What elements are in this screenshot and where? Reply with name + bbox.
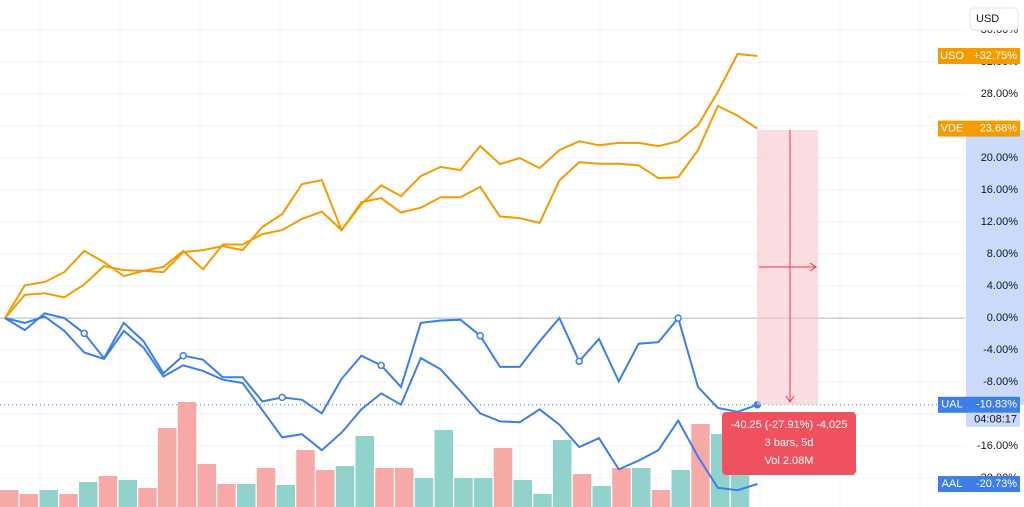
scale-highlight	[966, 130, 1024, 405]
point-marker	[80, 329, 88, 338]
name-badge	[938, 476, 966, 493]
volume-bar	[434, 430, 453, 507]
volume-bar	[671, 470, 690, 507]
volume-bar	[572, 474, 592, 507]
volume-bar	[256, 468, 276, 507]
volume-bar	[296, 450, 315, 507]
y-tick-label: -8.00%	[983, 376, 1018, 388]
volume-bar	[118, 480, 137, 507]
volume-bar	[79, 482, 98, 507]
volume-bar	[158, 428, 177, 507]
value-badge	[966, 476, 1020, 493]
point-marker	[476, 331, 484, 340]
name-badge	[938, 48, 966, 65]
measure-box	[722, 412, 856, 475]
volume-bar	[592, 486, 611, 507]
volume-bar	[39, 490, 58, 507]
volume-bar	[632, 468, 651, 507]
volume-bar	[316, 470, 335, 507]
measure-tool: -40.25 (-27.91%) -4,025 3 bars, 5d Vol 2…	[722, 130, 856, 475]
volume-bar	[19, 494, 39, 507]
volume-bar	[474, 478, 493, 507]
y-tick-label: 20.00%	[981, 152, 1019, 164]
lines	[4, 52, 762, 492]
volume-bar	[414, 478, 434, 507]
series-name: UAL	[941, 399, 962, 411]
price-scale: 36.00%32.00%28.00%24.00%20.00%16.00%12.0…	[938, 24, 1024, 493]
y-tick-label: -4.00%	[983, 344, 1018, 356]
measure-bars: 3 bars, 5d	[765, 437, 814, 449]
last-value: -10.83%	[976, 399, 1017, 411]
name-badge	[938, 396, 966, 413]
volume-bar	[0, 490, 19, 507]
volume-bar	[355, 436, 374, 507]
point-marker	[674, 314, 682, 322]
countdown-badge	[966, 412, 1020, 427]
series-name: VDE	[941, 123, 964, 135]
volume-bar	[651, 490, 671, 507]
point-marker	[278, 393, 286, 402]
series-line	[4, 52, 758, 319]
value-badge	[966, 48, 1020, 65]
volume-bar	[59, 494, 78, 507]
volume-bar	[493, 448, 513, 507]
name-badge	[938, 120, 966, 137]
series-line	[4, 104, 758, 319]
value-badge	[966, 120, 1020, 137]
volume-bar	[553, 440, 572, 507]
last-value: -20.73%	[976, 478, 1017, 490]
measure-arrow-head	[785, 395, 795, 403]
measure-arrow-head	[809, 262, 817, 272]
value-badge	[966, 396, 1020, 413]
measure-volume: Vol 2.08M	[765, 455, 814, 467]
series-name: USO	[940, 50, 964, 62]
point-marker	[179, 351, 187, 360]
last-value: 23.68%	[980, 123, 1018, 135]
volume-bar	[691, 424, 710, 507]
y-tick-label: 4.00%	[987, 280, 1018, 292]
currency[interactable]: USD	[976, 13, 999, 25]
series-name: AAL	[942, 478, 963, 490]
volume-bar	[98, 476, 118, 507]
volume-bar	[237, 484, 256, 507]
volume-pane	[0, 402, 750, 507]
y-tick-label: 12.00%	[981, 216, 1019, 228]
y-tick-label: 8.00%	[987, 248, 1018, 260]
volume-bar	[533, 494, 552, 507]
volume-bar	[138, 488, 157, 507]
volume-bar	[395, 468, 414, 507]
y-tick-label: 0.00%	[987, 312, 1018, 324]
y-tick-label: -16.00%	[977, 440, 1018, 452]
y-tick-label: 28.00%	[981, 88, 1019, 100]
series-line	[4, 315, 758, 492]
volume-bar	[197, 464, 216, 507]
point-marker	[575, 357, 583, 366]
volume-bar	[375, 468, 394, 507]
currency-button[interactable]	[969, 7, 1019, 31]
volume-bar	[335, 466, 355, 507]
measure-change: -40.25 (-27.91%) -4,025	[731, 419, 848, 431]
volume-bar	[217, 484, 236, 507]
volume-bar	[454, 478, 473, 507]
volume-bar	[177, 402, 197, 507]
y-tick-label: 16.00%	[981, 184, 1019, 196]
countdown: 04:08:17	[974, 414, 1017, 426]
volume-bar	[612, 468, 631, 507]
volume-bar	[276, 485, 295, 507]
point-marker	[377, 361, 385, 370]
volume-bar	[513, 480, 532, 507]
last-value: +32.75%	[973, 50, 1017, 62]
